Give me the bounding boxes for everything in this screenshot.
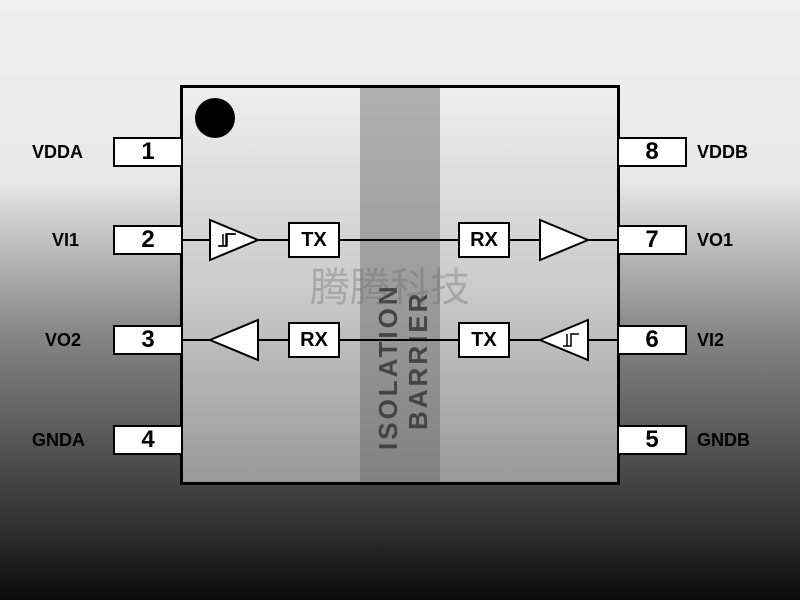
- pin-6-label: VI2: [697, 330, 724, 351]
- pin-1-num: 1: [141, 138, 154, 166]
- pin-8-box: 8: [617, 137, 687, 167]
- pin-5-num: 5: [645, 426, 658, 454]
- pin-6-num: 6: [645, 326, 658, 354]
- pin-1-label: VDDA: [32, 142, 83, 163]
- pin-7-box: 7: [617, 225, 687, 255]
- pin-2-box: 2: [113, 225, 183, 255]
- pin-3-box: 3: [113, 325, 183, 355]
- tx2-block: TX: [458, 322, 510, 358]
- pin-4-box: 4: [113, 425, 183, 455]
- pin1-dot-marker: [195, 98, 235, 138]
- pin-7-num: 7: [645, 226, 658, 254]
- rx1-text: RX: [470, 229, 498, 252]
- pin-8-num: 8: [645, 138, 658, 166]
- pin-8-label: VDDB: [697, 142, 748, 163]
- rx2-text: RX: [300, 329, 328, 352]
- pin-3-label: VO2: [45, 330, 81, 351]
- pin-1-box: 1: [113, 137, 183, 167]
- watermark-text: 腾腾科技: [310, 255, 470, 313]
- tx2-text: TX: [471, 329, 497, 352]
- pin-2-num: 2: [141, 226, 154, 254]
- pin-7-label: VO1: [697, 230, 733, 251]
- rx2-block: RX: [288, 322, 340, 358]
- pin-3-num: 3: [141, 326, 154, 354]
- pin-6-box: 6: [617, 325, 687, 355]
- rx1-block: RX: [458, 222, 510, 258]
- tx1-text: TX: [301, 229, 327, 252]
- pin-4-label: GNDA: [32, 430, 85, 451]
- pin-4-num: 4: [141, 426, 154, 454]
- pin-2-label: VI1: [52, 230, 79, 251]
- pin-5-label: GNDB: [697, 430, 750, 451]
- pin-5-box: 5: [617, 425, 687, 455]
- tx1-block: TX: [288, 222, 340, 258]
